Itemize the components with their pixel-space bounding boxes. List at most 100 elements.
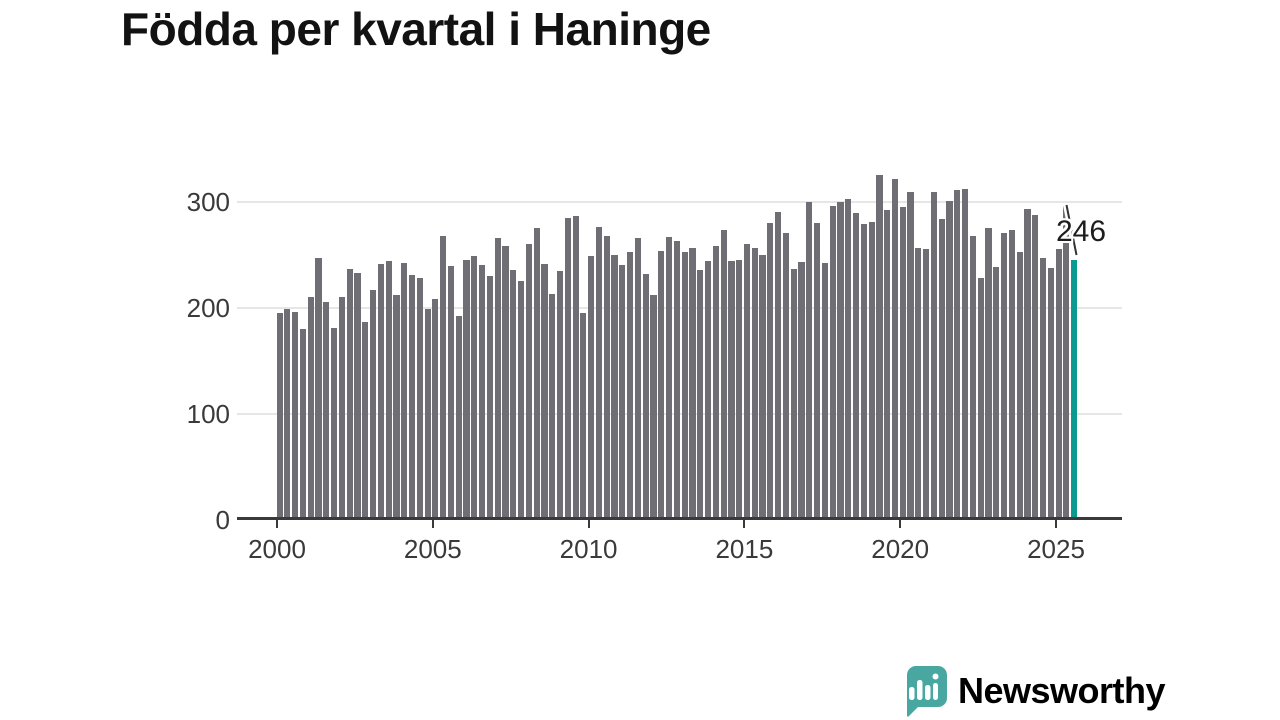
bar (1008, 229, 1015, 520)
bar (619, 264, 626, 520)
bar (331, 328, 338, 520)
y-axis-label-100: 100 (186, 398, 230, 429)
bar (642, 274, 649, 520)
bar (284, 309, 291, 520)
bar (510, 270, 517, 520)
bar (876, 175, 883, 520)
bar (860, 223, 867, 520)
bar (790, 269, 797, 520)
bar (307, 296, 314, 520)
x-axis-label-2015: 2015 (715, 534, 774, 564)
bar (650, 295, 657, 520)
bar (946, 201, 953, 520)
bar (276, 313, 283, 520)
bar (517, 280, 525, 520)
x-axis-label-2025: 2025 (1027, 534, 1085, 564)
x-axis-tick-2015 (743, 520, 746, 528)
bar (923, 248, 930, 520)
bar (1016, 252, 1023, 520)
bar (673, 240, 680, 520)
bar (767, 222, 774, 520)
bar (720, 229, 727, 520)
bar (401, 262, 408, 520)
bar (829, 205, 836, 520)
bar (369, 290, 377, 520)
bar (806, 202, 813, 520)
bar (751, 247, 758, 520)
y-axis-label-300: 300 (186, 187, 230, 218)
bar (338, 296, 345, 520)
x-axis-tick-2020 (899, 520, 902, 528)
bar (595, 226, 603, 520)
x-axis-tick-2010 (587, 520, 590, 528)
bar (479, 264, 486, 520)
bar (486, 276, 494, 520)
bar (1039, 258, 1047, 520)
newsworthy-wordmark: Newsworthy (958, 670, 1166, 711)
bar (891, 179, 899, 520)
bar (907, 191, 914, 520)
bar (580, 313, 587, 520)
bar (915, 247, 922, 520)
chart-title: Födda per kvartal i Haninge (121, 3, 711, 55)
x-axis-line (237, 517, 1122, 520)
bar (416, 277, 423, 520)
bar (525, 243, 532, 520)
bar (627, 252, 634, 520)
bar (930, 191, 938, 520)
bar (868, 221, 875, 520)
bar (985, 227, 992, 520)
bar (845, 199, 852, 520)
bar (408, 275, 416, 520)
bar (1055, 248, 1062, 520)
bar (681, 252, 688, 520)
bar (712, 245, 719, 520)
bar (634, 238, 642, 520)
x-axis-tick-2000 (276, 520, 278, 528)
bar (494, 238, 501, 520)
bar (782, 233, 790, 520)
bar (704, 260, 712, 520)
bar (821, 262, 828, 520)
bar (572, 216, 579, 520)
bar (611, 255, 618, 520)
bar (1063, 205, 1070, 520)
bar (1000, 233, 1008, 520)
bar (689, 247, 696, 520)
bar (323, 301, 330, 520)
bar (393, 295, 400, 520)
bar (977, 277, 984, 520)
newsworthy-logo[interactable]: Newsworthy (898, 664, 1166, 718)
x-axis-tick-2025 (1055, 520, 1057, 528)
bar (346, 269, 353, 520)
bar (440, 236, 447, 520)
bar (666, 237, 673, 520)
bar (354, 273, 361, 520)
bar (502, 245, 509, 520)
bar (377, 263, 384, 520)
bar (962, 188, 969, 520)
bar (728, 260, 735, 520)
bar (814, 222, 821, 520)
bar (541, 263, 548, 520)
bar (463, 259, 470, 520)
bar (852, 213, 860, 520)
bar (432, 298, 439, 520)
y-axis-label-0: 0 (215, 504, 230, 535)
bar (1024, 208, 1031, 520)
bar (315, 258, 322, 520)
bar (447, 265, 455, 520)
bar (798, 261, 805, 520)
bar (556, 271, 564, 520)
x-axis-label-2000: 2000 (248, 534, 306, 564)
bar (697, 270, 704, 520)
x-axis-label-2020: 2020 (871, 534, 930, 564)
bar (837, 202, 844, 520)
x-axis-label-2005: 2005 (403, 534, 462, 564)
latest-value-label: 246 (1056, 215, 1107, 248)
bar-highlight-latest (1071, 259, 1078, 520)
bar (954, 189, 961, 520)
bar (455, 315, 462, 520)
bar (938, 219, 945, 520)
